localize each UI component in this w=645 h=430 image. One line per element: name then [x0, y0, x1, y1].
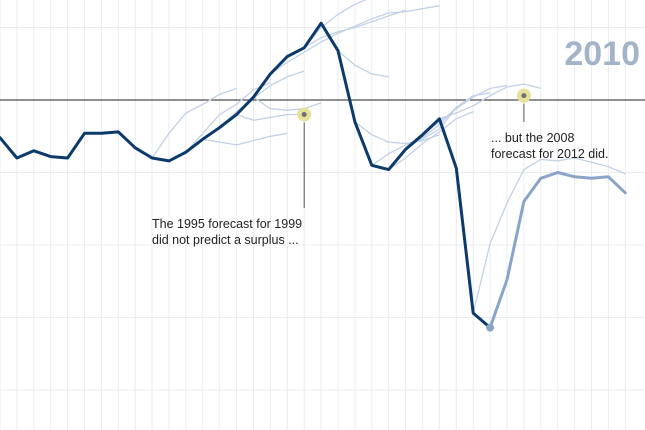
series-line-forecast-1993 — [202, 132, 288, 146]
annotation-2008-line-2: forecast for 2012 did. — [491, 147, 609, 161]
series-line-forecast-1995 — [236, 113, 305, 121]
series-line-forecast-1992 — [185, 82, 271, 153]
main-series — [0, 21, 627, 332]
annotation-2008-line-1: ... but the 2008 — [491, 131, 575, 145]
series-line-forecast-1999 — [303, 0, 367, 49]
year-label: 2010 — [564, 35, 640, 73]
series-line-forecast-1997 — [270, 5, 440, 75]
annotation-1995-forecast: The 1995 forecast for 1999 did not predi… — [152, 216, 372, 248]
series-line-forecast-1994 — [219, 70, 305, 128]
series-line-forecast-2001 — [337, 50, 389, 78]
past-forecasts — [151, 0, 626, 314]
forecast-2010-start-dot — [486, 323, 495, 332]
annotation-2008-forecast: ... but the 2008 forecast for 2012 did. — [491, 130, 641, 162]
series-line-forecast-2002 — [354, 121, 440, 145]
series-line-forecast-2004 — [388, 111, 474, 171]
series-line-forecast-2006 — [422, 84, 508, 136]
series-line-forecast-2003 — [371, 106, 457, 166]
series-line-forecast-2007 — [439, 83, 541, 120]
series-line-actual — [0, 21, 492, 330]
annotation-1995-line-2: did not predict a surplus ... — [152, 233, 299, 247]
series-line-forecast-2009 — [472, 157, 626, 314]
series-line-forecast-1998 — [287, 9, 406, 58]
series-line-forecast-1990 — [151, 87, 237, 159]
highlight-marker-dot-1995 — [301, 112, 307, 117]
highlight-marker-dot-2008 — [521, 93, 527, 99]
highlight-markers — [297, 88, 531, 208]
annotation-1995-line-1: The 1995 forecast for 1999 — [152, 217, 303, 231]
series-line-forecast-1996 — [253, 96, 322, 111]
series-line-forecast-2010 — [488, 171, 627, 330]
